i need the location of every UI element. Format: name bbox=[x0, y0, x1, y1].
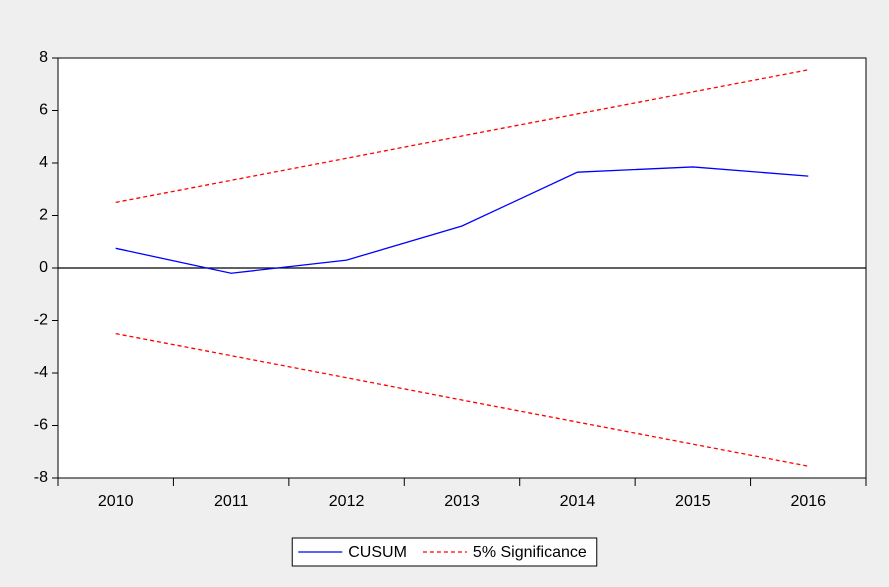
x-tick-label: 2012 bbox=[329, 493, 365, 510]
y-tick-label: 2 bbox=[39, 207, 48, 224]
legend-label: 5% Significance bbox=[473, 544, 587, 561]
legend-label: CUSUM bbox=[348, 544, 407, 561]
x-tick-label: 2014 bbox=[560, 493, 596, 510]
series-line bbox=[115, 166, 809, 274]
legend: CUSUM 5% Significance bbox=[291, 537, 598, 567]
y-tick-label: 0 bbox=[39, 259, 48, 276]
y-tick-label: 8 bbox=[39, 49, 48, 66]
x-tick-label: 2011 bbox=[214, 493, 249, 510]
y-tick-label: -4 bbox=[34, 364, 48, 381]
series-line bbox=[115, 69, 809, 204]
y-tick-label: -2 bbox=[34, 312, 48, 329]
series-line bbox=[115, 332, 809, 467]
y-tick-label: -8 bbox=[34, 469, 48, 486]
y-tick-label: 4 bbox=[39, 154, 48, 171]
x-tick-label: 2015 bbox=[675, 493, 711, 510]
x-tick-label: 2010 bbox=[98, 493, 134, 510]
y-tick-label: 6 bbox=[39, 102, 48, 119]
x-tick-label: 2016 bbox=[790, 493, 826, 510]
y-tick-label: -6 bbox=[34, 417, 48, 434]
x-tick-label: 2013 bbox=[444, 493, 480, 510]
